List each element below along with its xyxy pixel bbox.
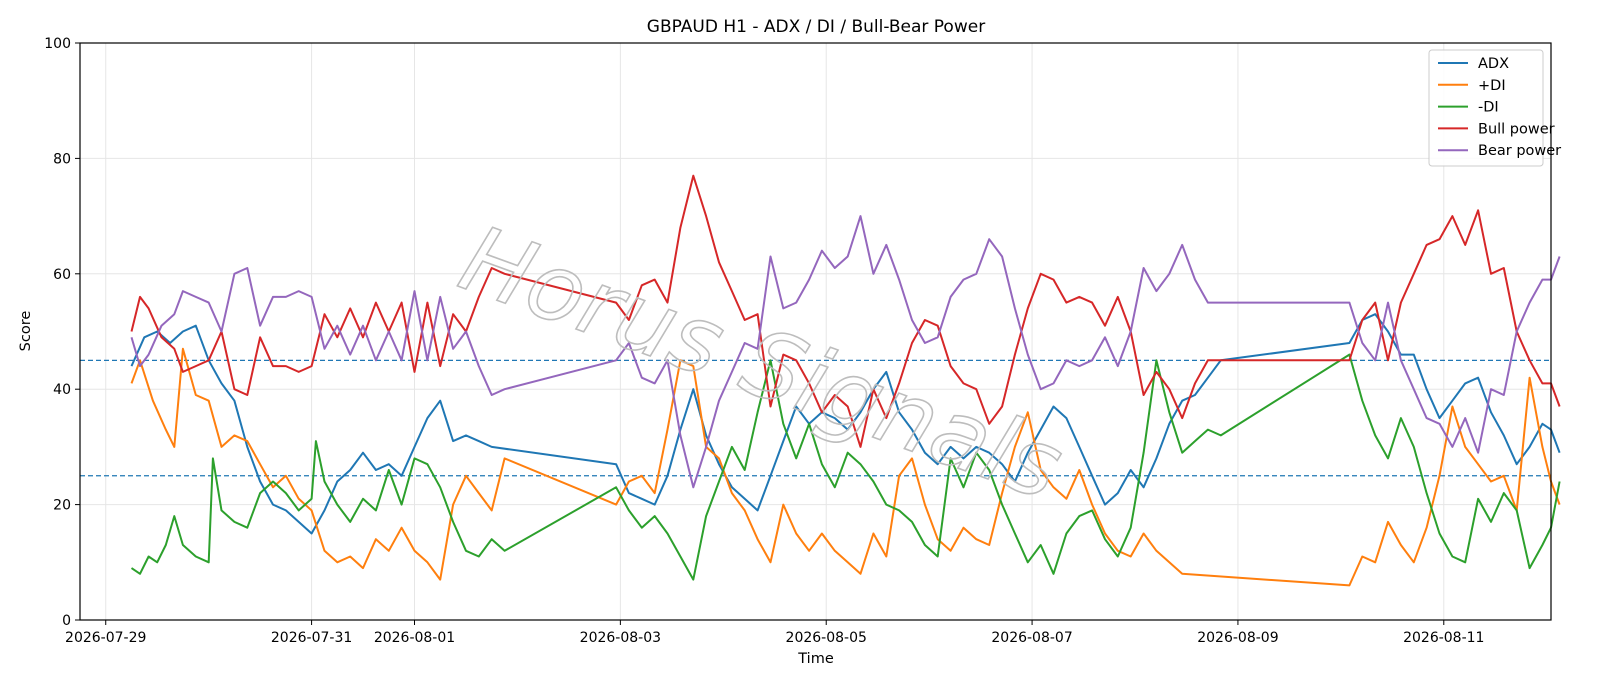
tick-layer: 0 20 40 60 80 100 2026-07-29 2026-07-31 2026-08-… [44,36,1484,646]
legend-label-adx: ADX [1478,56,1509,72]
plot-area-frame [79,42,1552,621]
y-tick-label: 0 [62,613,71,629]
grid-layer [80,42,1551,621]
x-tick-label: 2026-07-29 [65,630,146,646]
y-tick-label: 20 [53,498,71,514]
legend-label-bear-power: Bear power [1478,143,1561,159]
x-tick-label: 2026-08-03 [580,630,661,646]
chart-title: GBPAUD H1 - ADX / DI / Bull-Bear Power [647,17,985,37]
legend-label-bull-power: Bull power [1478,121,1555,137]
y-axis-title: Score [18,311,34,352]
series-line-adx [130,313,1561,535]
legend-label-di: +DI [1478,78,1506,94]
legend-label-di: -DI [1478,100,1499,116]
y-tick-label: 80 [53,151,71,167]
x-tick-label: 2026-07-31 [271,630,352,646]
x-tick-label: 2026-08-11 [1403,630,1484,646]
y-tick-label: 60 [53,267,71,283]
series-layer [130,174,1561,587]
y-tick-label: 100 [44,36,71,52]
x-axis-title: Time [797,651,834,667]
series-line-bear-power [130,215,1561,489]
x-tick-label: 2026-08-01 [374,630,455,646]
series-line-di [130,353,1561,581]
legend: ADX +DI -DI Bull power Bear power [1428,49,1561,167]
y-tick-label: 40 [53,382,71,398]
series-line-bull-power [130,174,1561,448]
series-line-di [130,347,1561,587]
x-tick-label: 2026-08-09 [1197,630,1278,646]
x-tick-label: 2026-08-07 [991,630,1072,646]
x-tick-label: 2026-08-05 [786,630,867,646]
legend-box [1428,49,1544,167]
